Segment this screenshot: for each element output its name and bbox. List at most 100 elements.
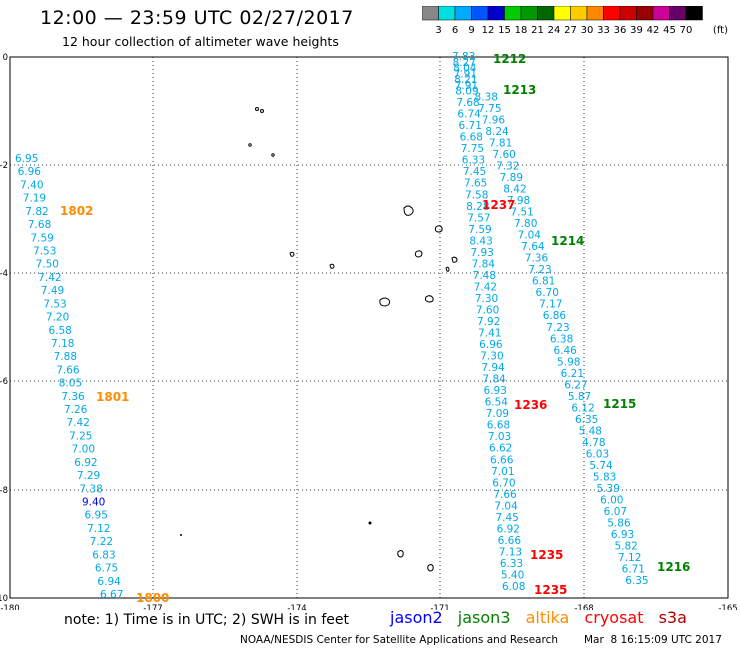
swh-value: 7.25	[69, 430, 92, 442]
swh-value: 7.22	[90, 536, 113, 548]
swh-value: 7.42	[67, 417, 90, 429]
island-outline	[434, 225, 443, 233]
island-outline	[427, 564, 434, 572]
swh-value: 6.74	[457, 109, 481, 121]
swh-value: 6.95	[15, 153, 38, 165]
swh-value: 7.36	[61, 391, 85, 403]
swh-value: 6.21	[561, 368, 584, 380]
swh-value: 6.07	[604, 506, 627, 518]
colorbar-tick-label: 6	[452, 25, 458, 36]
swh-value: 7.66	[493, 489, 517, 501]
legend-altika: altika	[525, 608, 570, 627]
swh-value: 6.33	[462, 155, 485, 167]
island-outline	[271, 153, 275, 157]
swh-value: 7.64	[521, 241, 545, 253]
colorbar-tick-label: 9	[468, 25, 474, 36]
swh-value: 7.03	[488, 431, 511, 443]
colorbar-tick-label: 33	[597, 25, 610, 36]
swh-value: 7.48	[473, 270, 496, 282]
swh-value: 8.04	[453, 63, 477, 75]
time-label: 1214	[551, 234, 584, 248]
time-label: 1801	[96, 390, 129, 404]
colorbar-tick-label: 36	[614, 25, 627, 36]
time-label: 1802	[60, 204, 93, 218]
swh-value: 7.80	[514, 218, 537, 230]
swh-value: 7.17	[539, 299, 562, 311]
swh-value: 6.81	[532, 276, 555, 288]
colorbar-tick-label: 3	[435, 25, 441, 36]
swh-value: 5.87	[568, 391, 591, 403]
swh-value: 7.40	[20, 179, 43, 191]
swh-value: 7.89	[500, 172, 523, 184]
swh-value: 6.96	[18, 166, 42, 178]
colorbar-tick-label: 18	[515, 25, 528, 36]
swh-value: 4.78	[582, 437, 605, 449]
swh-value: 6.68	[487, 420, 510, 432]
colorbar-tick-label: 30	[581, 25, 594, 36]
swh-value: 7.65	[464, 178, 487, 190]
swh-value: 5.40	[501, 569, 524, 581]
swh-value: 7.04	[518, 230, 542, 242]
island-outlines	[180, 107, 458, 572]
swh-value: 7.32	[496, 160, 519, 172]
colorbar-tick-label: 39	[630, 25, 643, 36]
island-outline	[445, 266, 450, 272]
swh-value: 7.93	[470, 247, 493, 259]
swh-value: 6.70	[536, 287, 559, 299]
swh-value: 7.19	[23, 193, 46, 205]
time-label: 1216	[657, 560, 690, 574]
swh-value: 6.66	[498, 535, 522, 547]
swh-value: 7.58	[465, 189, 488, 201]
swh-value: 6.70	[492, 477, 515, 489]
swh-value: 5.83	[593, 472, 616, 484]
swh-value: 6.92	[74, 457, 97, 469]
colorbar-tick-label: 45	[663, 25, 676, 36]
time-label: 1212	[493, 52, 526, 66]
altimeter-map: 6.956.967.407.197.827.687.597.537.507.42…	[0, 51, 738, 610]
swh-value: 8.43	[469, 235, 492, 247]
swh-value: 7.53	[43, 298, 66, 310]
swh-value: 6.93	[611, 529, 634, 541]
swh-value: 5.39	[597, 483, 620, 495]
map-subtitle: 12 hour collection of altimeter wave hei…	[62, 34, 339, 49]
swh-value: 6.27	[564, 379, 587, 391]
swh-value: 7.49	[41, 285, 64, 297]
footer-credit: NOAA/NESDIS Center for Satellite Applica…	[240, 634, 558, 646]
swh-value: 6.67	[100, 589, 123, 601]
swh-value: 5.82	[614, 541, 637, 553]
swh-value: 7.20	[46, 312, 69, 324]
swh-value: 7.41	[478, 328, 501, 340]
swh-value: 7.00	[72, 444, 95, 456]
axis-tick-labels: -180 -177 -174 -171 -168 -165 0 -2 -4 -6 -8 -10	[0, 53, 738, 610]
swh-value: 7.38	[79, 483, 102, 495]
time-label: 1215	[603, 397, 636, 411]
swh-value: 7.81	[489, 137, 512, 149]
time-label: 1213	[503, 83, 536, 97]
swh-value: 9.40	[82, 497, 105, 509]
y-tick-label: 0	[3, 53, 8, 63]
x-tick-label: -177	[143, 604, 162, 610]
swh-value: 5.86	[607, 518, 631, 530]
y-tick-label: -8	[0, 486, 8, 496]
swh-value: 5.48	[579, 425, 602, 437]
swh-value: 7.23	[546, 322, 569, 334]
swh-value: 7.59	[30, 232, 53, 244]
swh-value: 7.42	[38, 272, 61, 284]
swh-value: 7.68	[456, 97, 479, 109]
swh-value: 7.42	[474, 281, 497, 293]
swh-value: 7.29	[77, 470, 100, 482]
swh-value: 8.09	[455, 86, 478, 98]
swh-value: 6.00	[600, 495, 623, 507]
swh-value: 7.01	[491, 466, 514, 478]
wave-height-colorbar: 3 6 9 12 15 18 21 24 27 30 33 36 39 42 45 70 (ft)	[422, 6, 728, 36]
x-tick-label: -168	[574, 604, 593, 610]
map-title: 12:00 — 23:59 UTC 02/27/2017	[40, 7, 354, 29]
swh-value: 6.35	[625, 575, 648, 587]
swh-value: 7.83	[452, 51, 475, 63]
swh-value: 7.66	[56, 364, 80, 376]
swh-value: 7.51	[510, 207, 533, 219]
swh-value: 6.92	[497, 523, 520, 535]
legend-cryosat: cryosat	[584, 608, 644, 627]
swh-value: 7.12	[87, 523, 110, 535]
swh-value: 7.82	[25, 206, 48, 218]
